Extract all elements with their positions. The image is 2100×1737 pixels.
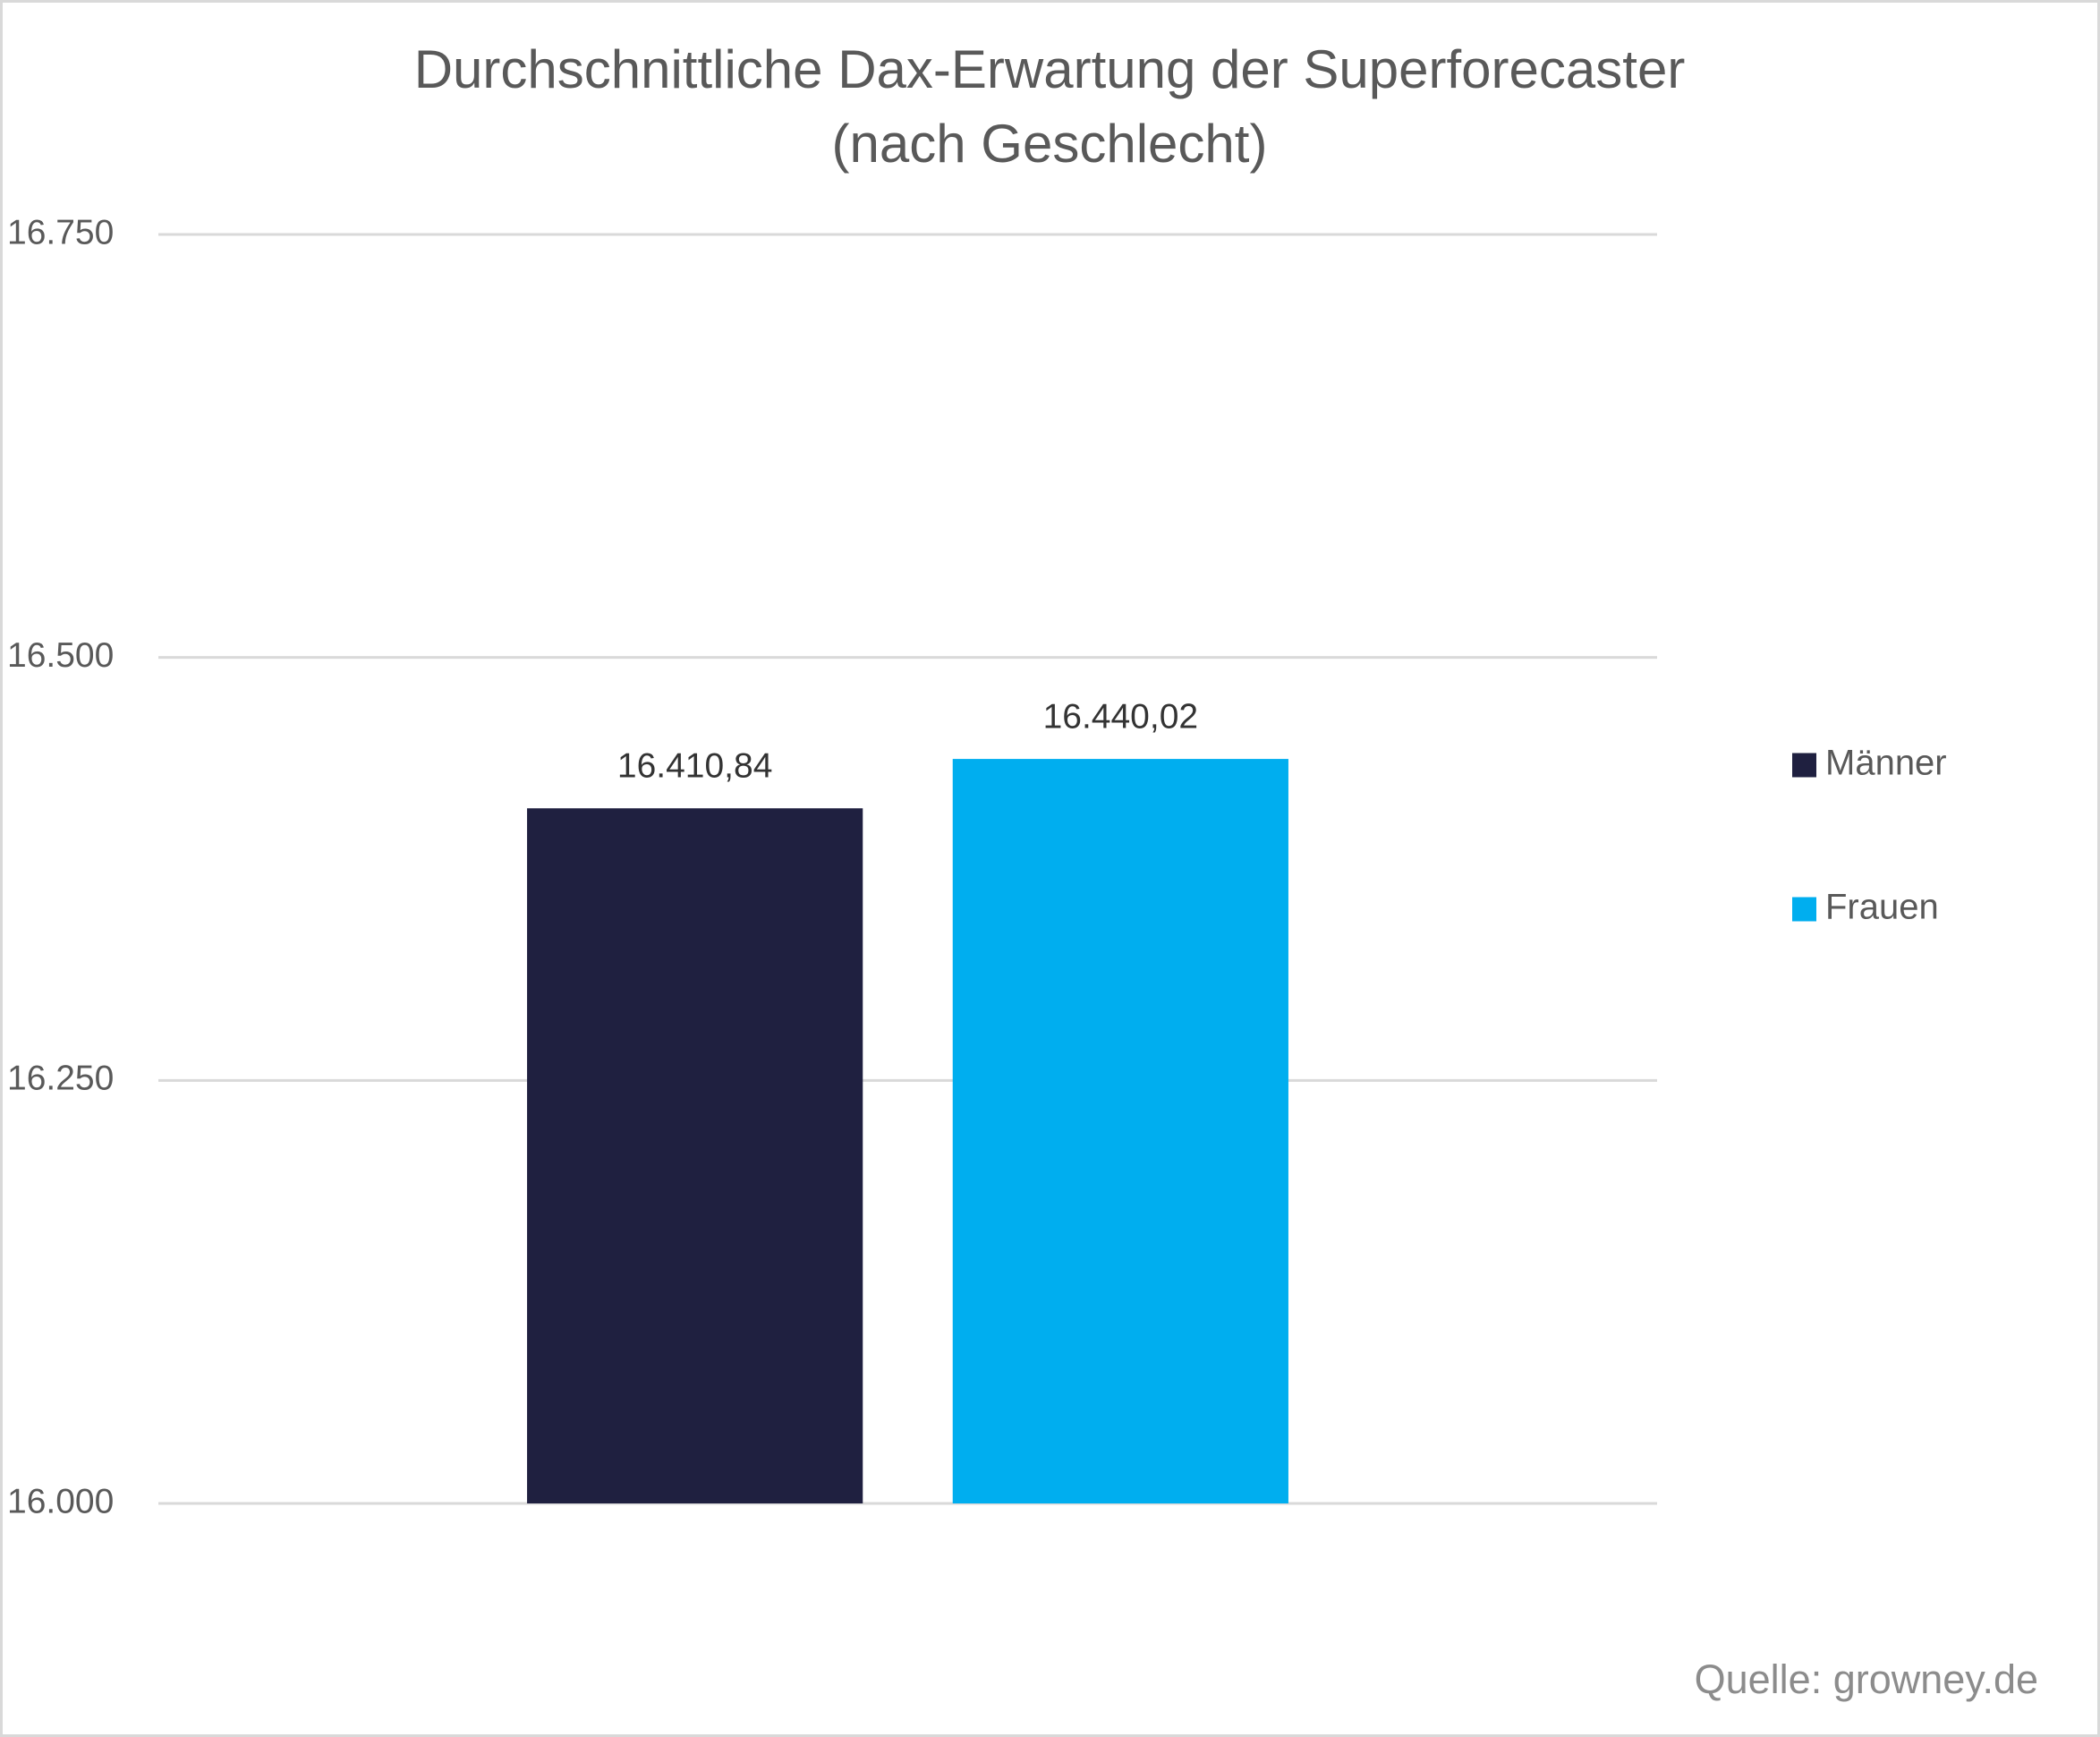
- bar: [527, 808, 863, 1503]
- source-note: Quelle: growney.de: [1695, 1656, 2038, 1702]
- y-tick-label: 16.750: [7, 213, 114, 251]
- y-tick-label: 16.000: [7, 1482, 114, 1520]
- legend-swatch: [1792, 897, 1816, 922]
- chart-subtitle: (nach Geschlecht): [832, 114, 1268, 174]
- legend-swatch: [1792, 753, 1816, 778]
- legend-label: Frauen: [1825, 888, 1939, 927]
- bar: [952, 759, 1288, 1503]
- data-label: 16.440,02: [1043, 697, 1199, 736]
- y-tick-label: 16.250: [7, 1060, 114, 1098]
- legend-label: Männer: [1825, 744, 1947, 783]
- y-tick-label: 16.500: [7, 636, 114, 675]
- data-label: 16.410,84: [617, 747, 773, 786]
- chart-title: Durchschnittliche Dax-Erwartung der Supe…: [414, 39, 1686, 99]
